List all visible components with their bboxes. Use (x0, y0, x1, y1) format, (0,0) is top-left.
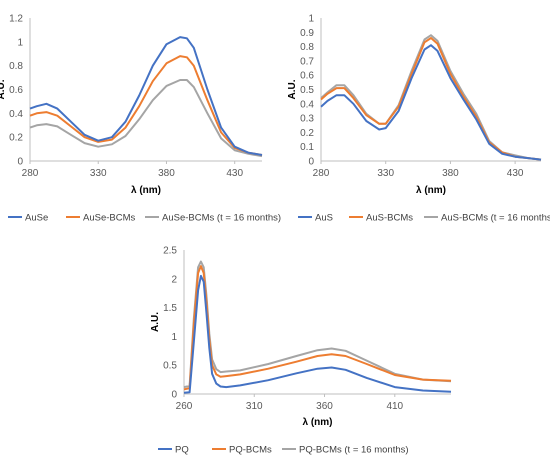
series-line-pq (183, 274, 452, 394)
x-tick-label: 310 (246, 401, 263, 412)
y-tick-label: 0.1 (300, 142, 314, 153)
y-tick-label: 1 (308, 14, 314, 25)
y-tick-label: 0 (171, 390, 177, 401)
legend-label: AuSe-BCMs (83, 213, 136, 224)
legend-label: AuS-BCMs (t = 16 months) (441, 213, 550, 224)
series-line-ause-bcms (29, 55, 263, 156)
y-tick-label: 2.5 (163, 246, 177, 257)
y-tick-label: 2 (171, 274, 177, 285)
legend: PQ PQ-BCMs PQ-BCMs (t = 16 months) (158, 445, 409, 456)
legend-label: PQ (175, 445, 189, 456)
x-tick-label: 280 (22, 168, 39, 179)
legend-label: AuSe (25, 213, 48, 224)
x-tick-label: 430 (226, 168, 243, 179)
x-tick-label: 430 (507, 168, 524, 179)
y-tick-label: 0.4 (300, 99, 314, 110)
y-tick-label: 0 (17, 157, 23, 168)
series-line-ause (29, 36, 263, 156)
x-axis-title: λ (nm) (416, 185, 446, 196)
y-tick-label: 0.6 (9, 85, 23, 96)
y-tick-label: 0.7 (300, 56, 314, 67)
x-tick-label: 380 (158, 168, 175, 179)
y-tick-label: 0.3 (300, 114, 314, 125)
y-tick-label: 0.8 (9, 61, 23, 72)
x-tick-label: 410 (386, 401, 403, 412)
x-tick-label: 330 (377, 168, 394, 179)
y-tick-label: 0 (308, 157, 314, 168)
x-tick-label: 280 (313, 168, 330, 179)
x-axis-title: λ (nm) (131, 185, 161, 196)
y-tick-label: 0.2 (9, 133, 23, 144)
legend: AuS AuS-BCMs AuS-BCMs (t = 16 months) (298, 213, 550, 224)
y-axis-title: A.U. (0, 79, 7, 99)
x-tick-label: 360 (316, 401, 333, 412)
x-axis-title: λ (nm) (303, 417, 333, 428)
x-tick-label: 380 (442, 168, 459, 179)
series-line-aus-bcms (320, 37, 542, 161)
y-tick-label: 0.2 (300, 128, 314, 139)
series-line-ause-bcms-t-16-months (29, 79, 263, 158)
legend: AuSe AuSe-BCMs AuSe-BCMs (t = 16 months) (8, 213, 281, 224)
series-line-pq-bcms (183, 265, 452, 391)
series-line-pq-bcms-t-16-months (183, 260, 452, 389)
legend-label: AuSe-BCMs (t = 16 months) (162, 213, 281, 224)
chart-3: 0 0.5 1 1.5 2 2.5 260 310 360 410 λ (nm) A.U. PQ PQ-B… (150, 246, 452, 456)
y-tick-label: 1.2 (9, 14, 23, 25)
legend-label: AuS (315, 213, 333, 224)
y-tick-label: 0.9 (300, 28, 314, 39)
x-tick-label: 330 (90, 168, 107, 179)
y-tick-label: 0.5 (300, 85, 314, 96)
y-tick-label: 0.4 (9, 109, 23, 120)
y-axis-title: A.U. (150, 312, 161, 332)
y-tick-label: 1.5 (163, 303, 177, 314)
y-tick-label: 0.6 (300, 71, 314, 82)
y-tick-label: 0.8 (300, 42, 314, 53)
y-tick-label: 1 (171, 332, 177, 343)
series-line-aus (320, 44, 542, 161)
legend-label: PQ-BCMs (t = 16 months) (299, 445, 409, 456)
y-tick-label: 0.5 (163, 361, 177, 372)
x-tick-label: 260 (176, 401, 193, 412)
legend-label: AuS-BCMs (366, 213, 413, 224)
chart-1: 0 0.2 0.4 0.6 0.8 1 1.2 280 330 380 430 λ (nm) A.U. A… (0, 14, 281, 224)
legend-label: PQ-BCMs (229, 445, 272, 456)
chart-2: 0 0.1 0.2 0.3 0.4 0.5 0.6 0.7 0.8 0.9 1 280 330 380 43… (287, 14, 550, 224)
y-tick-label: 1 (17, 37, 23, 48)
y-axis-title: A.U. (287, 79, 298, 99)
